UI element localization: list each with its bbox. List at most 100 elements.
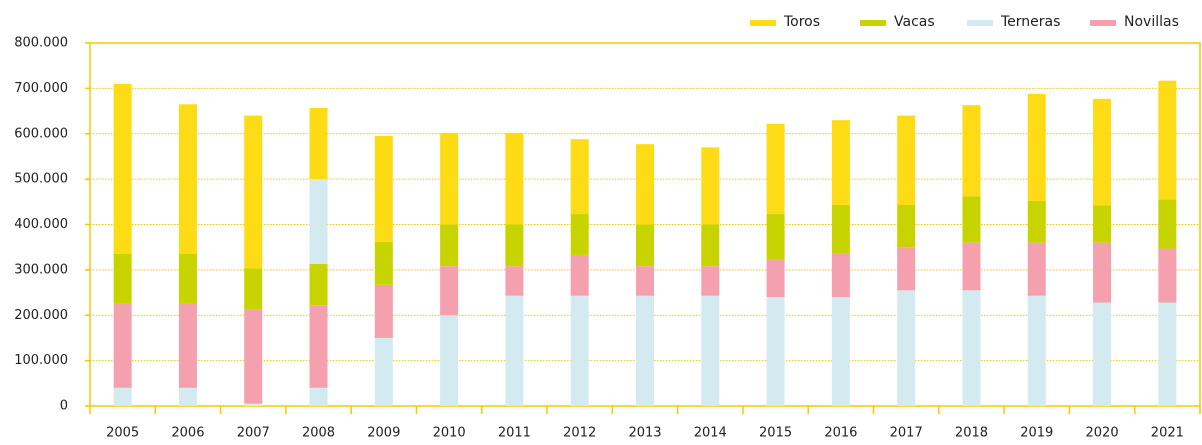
bar-segment <box>244 115 263 269</box>
x-tick-label: 2009 <box>367 426 400 441</box>
bar-segment <box>178 387 197 406</box>
bar-segment <box>962 105 981 197</box>
bar-segment <box>1158 248 1177 303</box>
y-tick-label: 800.000 <box>14 36 68 51</box>
legend-swatch <box>860 20 886 26</box>
bar-segment <box>1093 98 1112 206</box>
bar-segment <box>701 295 720 406</box>
bar-segment <box>897 290 916 406</box>
bar-segment <box>1027 295 1046 406</box>
bar-segment <box>766 123 785 215</box>
legend-label: Toros <box>783 14 820 30</box>
legend-label: Terneras <box>1000 14 1060 30</box>
bar-segment <box>831 204 850 254</box>
y-tick-label: 200.000 <box>14 308 68 323</box>
bar-segment <box>178 303 197 388</box>
y-tick-label: 500.000 <box>14 172 68 187</box>
bar-segment <box>636 144 654 225</box>
legend-swatch <box>967 20 993 26</box>
bar-segment <box>1027 200 1046 243</box>
x-tick-label: 2005 <box>106 426 139 441</box>
bar-segment <box>1093 302 1112 406</box>
bar-segment <box>374 136 393 242</box>
bar-segment <box>113 303 132 388</box>
bar-segment <box>309 179 328 264</box>
y-tick-label: 700.000 <box>14 81 68 96</box>
bar-segment <box>309 263 328 306</box>
bar-segment <box>113 387 132 406</box>
bar-segment <box>1158 302 1177 406</box>
bar-segment <box>831 297 850 406</box>
bar-segment <box>1158 80 1177 200</box>
x-tick-label: 2014 <box>694 426 727 441</box>
bar-segment <box>962 290 981 406</box>
bar-segment <box>766 297 785 406</box>
x-tick-label: 2010 <box>433 426 466 441</box>
bar-segment <box>636 295 654 406</box>
bar-segment <box>962 196 981 243</box>
x-tick-label: 2008 <box>302 426 335 441</box>
bar-segment <box>897 115 916 205</box>
bar-segment <box>244 403 263 406</box>
y-tick-label: 0 <box>60 399 68 414</box>
bar-segment <box>831 120 850 205</box>
bar-segment <box>1027 242 1046 296</box>
bar-segment <box>440 132 459 225</box>
x-tick-label: 2015 <box>759 426 792 441</box>
bar-segment <box>113 253 132 304</box>
bar-segment <box>636 266 654 296</box>
bar-segment <box>440 266 459 316</box>
x-tick-label: 2019 <box>1020 426 1053 441</box>
bar-segment <box>374 241 393 285</box>
bar-segment <box>374 284 393 338</box>
bar-segment <box>570 295 589 406</box>
x-tick-label: 2012 <box>563 426 596 441</box>
legend-swatch <box>1090 20 1116 26</box>
bar-segment <box>178 104 197 254</box>
bar-segment <box>244 309 263 404</box>
y-tick-label: 400.000 <box>14 217 68 232</box>
x-tick-label: 2021 <box>1151 426 1184 441</box>
legend-label: Novillas <box>1124 14 1179 30</box>
bar-segment <box>701 147 720 225</box>
bar-segment <box>1158 199 1177 249</box>
x-tick-label: 2018 <box>955 426 988 441</box>
bar-segment <box>570 254 589 296</box>
bar-segment <box>309 107 328 180</box>
bar-segment <box>178 253 197 304</box>
bar-segment <box>962 242 981 291</box>
bar-segment <box>1093 205 1112 243</box>
bar-segment <box>701 266 720 296</box>
bar-segment <box>505 224 524 267</box>
bar-segment <box>701 224 720 267</box>
bar-segment <box>309 387 328 406</box>
bar-segment <box>636 224 654 267</box>
bar-segment <box>113 83 132 254</box>
bar-segment <box>505 132 524 225</box>
bar-segment <box>505 295 524 406</box>
bar-segment <box>244 268 263 310</box>
bar-segment <box>766 259 785 298</box>
bar-segment <box>440 224 459 267</box>
bar-segment <box>1093 242 1112 303</box>
bar-segment <box>570 139 589 215</box>
x-tick-label: 2013 <box>628 426 661 441</box>
y-tick-label: 100.000 <box>14 353 68 368</box>
bar-segment <box>897 204 916 248</box>
bar-segment <box>897 247 916 291</box>
x-tick-label: 2011 <box>498 426 531 441</box>
bar-segment <box>766 214 785 260</box>
legend-swatch <box>750 20 776 26</box>
bar-segment <box>831 253 850 298</box>
x-tick-label: 2017 <box>890 426 923 441</box>
y-tick-label: 600.000 <box>14 126 68 141</box>
bar-segment <box>1027 93 1046 201</box>
x-tick-label: 2020 <box>1086 426 1119 441</box>
x-tick-label: 2006 <box>171 426 204 441</box>
x-tick-label: 2016 <box>824 426 857 441</box>
bar-segment <box>505 266 524 296</box>
legend-label: Vacas <box>894 14 935 30</box>
y-tick-label: 300.000 <box>14 262 68 277</box>
bar-segment <box>570 214 589 255</box>
